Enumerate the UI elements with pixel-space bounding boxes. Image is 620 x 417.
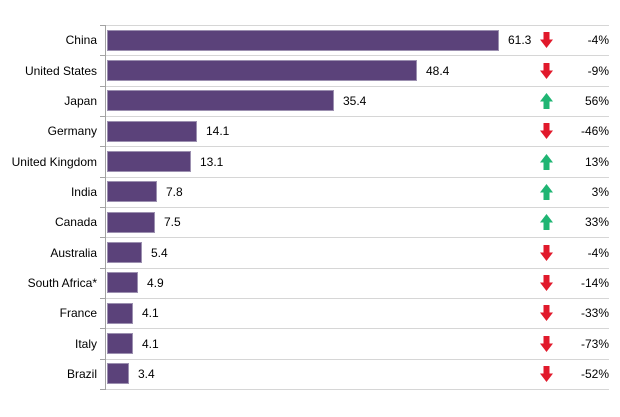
row-separator-gridline — [105, 389, 609, 390]
down-arrow-icon — [540, 336, 553, 352]
value-bar — [107, 181, 157, 202]
row-separator-gridline — [105, 207, 609, 208]
category-label: Brazil — [66, 367, 97, 381]
row-separator-gridline — [105, 116, 609, 117]
value-bar — [107, 60, 417, 81]
value-bar — [107, 30, 499, 51]
row-separator-gridline — [105, 328, 609, 329]
change-percent-label: -14% — [580, 276, 609, 290]
category-label: Australia — [50, 246, 97, 260]
y-axis-tick — [100, 389, 105, 390]
down-arrow-icon — [540, 123, 553, 139]
row-separator-gridline — [105, 359, 609, 360]
change-percent-label: -4% — [587, 246, 609, 260]
down-arrow-icon — [540, 275, 553, 291]
row-separator-gridline — [105, 86, 609, 87]
y-axis-tick — [100, 116, 105, 117]
y-axis-tick — [100, 298, 105, 299]
row-separator-gridline — [105, 55, 609, 56]
change-percent-label: -73% — [580, 337, 609, 351]
value-bar — [107, 363, 129, 384]
change-percent-label: -33% — [580, 306, 609, 320]
down-arrow-icon — [540, 32, 553, 48]
up-arrow-icon — [540, 214, 553, 230]
category-label: United Kingdom — [11, 155, 97, 169]
bar-value-label: 5.4 — [151, 246, 168, 260]
change-percent-label: -9% — [587, 64, 609, 78]
row-separator-gridline — [105, 146, 609, 147]
y-axis-tick — [100, 237, 105, 238]
value-bar — [107, 242, 142, 263]
y-axis-tick — [100, 25, 105, 26]
bar-value-label: 7.8 — [166, 185, 183, 199]
down-arrow-icon — [540, 63, 553, 79]
value-bar — [107, 121, 197, 142]
category-label: France — [59, 306, 97, 320]
y-axis-tick — [100, 328, 105, 329]
up-arrow-icon — [540, 154, 553, 170]
change-percent-label: 3% — [591, 185, 609, 199]
change-percent-label: 13% — [584, 155, 609, 169]
up-arrow-icon — [540, 184, 553, 200]
value-bar — [107, 90, 334, 111]
bar-value-label: 4.1 — [142, 306, 159, 320]
row-separator-gridline — [105, 25, 609, 26]
value-bar — [107, 151, 191, 172]
bar-value-label: 7.5 — [164, 215, 181, 229]
value-bar — [107, 272, 138, 293]
row-separator-gridline — [105, 298, 609, 299]
row-separator-gridline — [105, 237, 609, 238]
row-separator-gridline — [105, 177, 609, 178]
category-label: South Africa* — [27, 276, 97, 290]
down-arrow-icon — [540, 366, 553, 382]
category-label: Germany — [47, 124, 97, 138]
y-axis-tick — [100, 177, 105, 178]
y-axis-line — [105, 25, 106, 390]
bar-value-label: 3.4 — [138, 367, 155, 381]
row-separator-gridline — [105, 268, 609, 269]
bar-value-label: 14.1 — [206, 124, 230, 138]
category-label: Japan — [64, 94, 97, 108]
change-percent-label: 33% — [584, 215, 609, 229]
category-label: Italy — [74, 337, 97, 351]
value-bar — [107, 303, 133, 324]
down-arrow-icon — [540, 305, 553, 321]
y-axis-tick — [100, 207, 105, 208]
y-axis-tick — [100, 359, 105, 360]
change-percent-label: -46% — [580, 124, 609, 138]
y-axis-tick — [100, 86, 105, 87]
y-axis-tick — [100, 268, 105, 269]
up-arrow-icon — [540, 93, 553, 109]
change-percent-label: -52% — [580, 367, 609, 381]
bar-value-label: 61.3 — [508, 33, 532, 47]
category-label: India — [70, 185, 97, 199]
y-axis-tick — [100, 146, 105, 147]
value-bar — [107, 212, 155, 233]
bar-value-label: 4.1 — [142, 337, 159, 351]
change-percent-label: 56% — [584, 94, 609, 108]
bar-value-label: 13.1 — [200, 155, 224, 169]
category-label: China — [65, 33, 97, 47]
bar-value-label: 4.9 — [147, 276, 164, 290]
value-bar — [107, 333, 133, 354]
bar-value-label: 48.4 — [426, 64, 450, 78]
category-label: Canada — [54, 215, 97, 229]
change-percent-label: -4% — [587, 33, 609, 47]
category-label: United States — [24, 64, 97, 78]
bar-value-label: 35.4 — [343, 94, 367, 108]
down-arrow-icon — [540, 245, 553, 261]
y-axis-tick — [100, 55, 105, 56]
